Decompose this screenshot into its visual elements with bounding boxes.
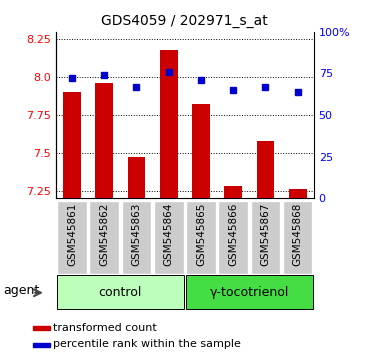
FancyBboxPatch shape <box>154 201 184 274</box>
Text: GSM545868: GSM545868 <box>293 202 303 266</box>
FancyBboxPatch shape <box>186 275 313 309</box>
Text: γ-tocotrienol: γ-tocotrienol <box>209 286 289 298</box>
Bar <box>63 92 81 198</box>
Bar <box>95 83 113 198</box>
FancyBboxPatch shape <box>186 201 216 274</box>
Bar <box>192 104 210 198</box>
Text: GSM545865: GSM545865 <box>196 202 206 266</box>
FancyBboxPatch shape <box>283 201 313 274</box>
Text: agent: agent <box>3 284 39 297</box>
FancyBboxPatch shape <box>251 201 280 274</box>
FancyBboxPatch shape <box>57 275 184 309</box>
Bar <box>224 186 242 198</box>
Bar <box>160 50 177 198</box>
Bar <box>289 189 306 198</box>
Bar <box>256 141 274 198</box>
Text: control: control <box>99 286 142 298</box>
Bar <box>33 343 50 347</box>
Text: GSM545866: GSM545866 <box>228 202 238 266</box>
Text: GSM545861: GSM545861 <box>67 202 77 266</box>
Bar <box>33 326 50 330</box>
Text: GSM545863: GSM545863 <box>131 202 141 266</box>
Text: GSM545864: GSM545864 <box>164 202 174 266</box>
FancyBboxPatch shape <box>122 201 151 274</box>
Text: GSM545867: GSM545867 <box>260 202 270 266</box>
FancyBboxPatch shape <box>218 201 248 274</box>
Title: GDS4059 / 202971_s_at: GDS4059 / 202971_s_at <box>101 14 268 28</box>
Text: percentile rank within the sample: percentile rank within the sample <box>53 339 241 349</box>
FancyBboxPatch shape <box>89 201 119 274</box>
Bar <box>127 158 145 198</box>
FancyBboxPatch shape <box>57 201 87 274</box>
Text: transformed count: transformed count <box>53 322 157 332</box>
Text: GSM545862: GSM545862 <box>99 202 109 266</box>
